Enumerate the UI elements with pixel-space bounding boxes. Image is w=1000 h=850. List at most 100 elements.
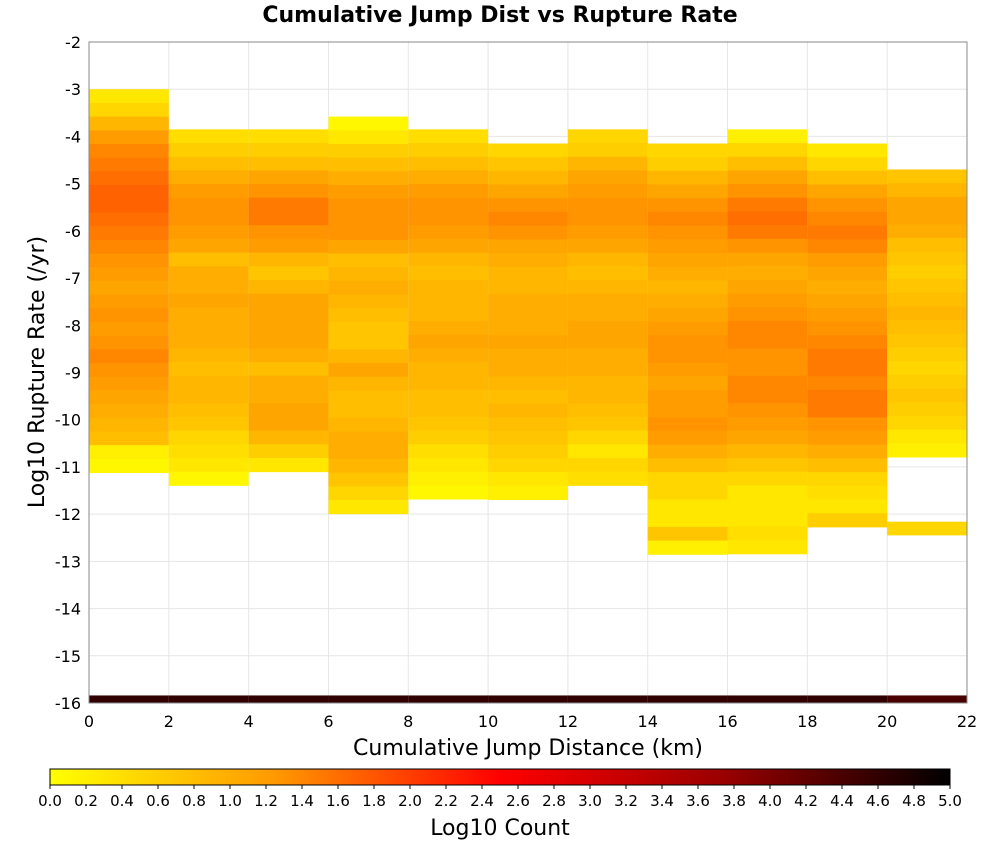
heatmap-cell <box>647 348 728 364</box>
heatmap-cell <box>488 403 568 418</box>
heatmap-cell <box>727 389 808 404</box>
heatmap-cell <box>89 102 169 118</box>
heatmap-cell <box>328 157 409 172</box>
colorbar-tick-label: 1.2 <box>254 792 278 810</box>
heatmap-cell <box>647 376 728 391</box>
colorbar-tick-label: 3.4 <box>650 792 674 810</box>
heatmap-cell <box>488 376 568 391</box>
heatmap-cells <box>89 89 967 703</box>
heatmap-cell <box>408 211 489 226</box>
x-tick-label: 16 <box>717 712 737 731</box>
heatmap-cell <box>89 294 169 309</box>
heatmap-cell <box>248 156 329 171</box>
heatmap-cell <box>647 280 728 295</box>
y-tick-label: -12 <box>55 505 81 524</box>
y-tick-label: -6 <box>65 222 81 241</box>
heatmap-cell <box>328 198 409 213</box>
heatmap-cell <box>168 293 249 308</box>
heatmap-cell <box>727 499 808 514</box>
heatmap-cell <box>328 253 409 268</box>
heatmap-cell <box>887 251 967 266</box>
heatmap-cell <box>168 307 249 322</box>
heatmap-cell <box>248 279 329 295</box>
heatmap-cell <box>887 292 967 307</box>
heatmap-cell <box>807 485 888 501</box>
heatmap-cell <box>168 279 249 295</box>
heatmap-cell <box>727 211 808 226</box>
y-tick-label: -2 <box>65 33 81 52</box>
heatmap-cell <box>248 457 329 473</box>
heatmap-cell <box>248 225 329 240</box>
heatmap-cell <box>567 211 648 226</box>
heatmap-cell <box>567 457 648 473</box>
heatmap-cell <box>647 253 728 268</box>
heatmap-cell-bottom <box>89 695 169 703</box>
heatmap-cell <box>567 170 648 185</box>
heatmap-cell <box>647 335 728 350</box>
heatmap-cell <box>887 183 967 198</box>
heatmap-cell <box>488 198 568 213</box>
heatmap-cell <box>168 403 249 418</box>
heatmap-cell <box>408 389 489 404</box>
heatmap-cell <box>248 129 329 144</box>
heatmap-cell <box>89 226 169 241</box>
heatmap-cell <box>647 540 728 555</box>
heatmap-cell <box>647 499 728 514</box>
heatmap-cell <box>168 238 249 254</box>
heatmap-cell <box>168 211 249 226</box>
heatmap-cell <box>887 361 967 376</box>
heatmap-cell <box>408 156 489 171</box>
heatmap-cell <box>248 307 329 322</box>
heatmap-cell <box>89 280 169 296</box>
heatmap-cell <box>89 349 169 364</box>
heatmap-cell <box>488 239 568 254</box>
heatmap-cell <box>89 458 169 474</box>
heatmap-cell <box>887 429 967 444</box>
heatmap-cell <box>488 458 568 473</box>
plot-frame <box>88 41 968 704</box>
heatmap-cell <box>328 185 409 200</box>
x-tick-label: 14 <box>638 712 658 731</box>
heatmap-cell <box>168 197 249 212</box>
heatmap-cell <box>488 294 568 309</box>
heatmap-cell <box>248 416 329 432</box>
colorbar-tick-label: 3.8 <box>722 792 746 810</box>
heatmap-cell <box>567 225 648 240</box>
heatmap-cell <box>248 430 329 445</box>
heatmap-cell <box>488 253 568 268</box>
heatmap-cell <box>647 307 728 323</box>
heatmap-cell <box>887 443 967 458</box>
colorbar-tick-label: 4.0 <box>758 792 782 810</box>
heatmap-cell <box>328 486 409 501</box>
heatmap-cell <box>807 307 888 323</box>
heatmap-cell <box>727 348 808 363</box>
heatmap-cell <box>248 403 329 418</box>
heatmap-cell <box>727 444 808 459</box>
x-tick-label: 0 <box>84 712 94 731</box>
heatmap-cell <box>89 239 169 255</box>
heatmap-cell <box>328 321 409 337</box>
heatmap-cell <box>567 403 648 418</box>
heatmap-cell <box>567 334 648 349</box>
heatmap-cell <box>408 307 489 322</box>
heatmap-cell <box>89 143 169 159</box>
heatmap-cell <box>807 184 888 199</box>
heatmap-cell <box>168 362 249 377</box>
colorbar-tick-label: 2.8 <box>542 792 566 810</box>
heatmap-cell <box>248 238 329 254</box>
heatmap-cell <box>727 143 808 158</box>
heatmap-cell <box>89 417 169 433</box>
heatmap-cell <box>89 445 169 460</box>
colorbar-tick-label: 1.4 <box>290 792 314 810</box>
heatmap-cell <box>89 308 169 323</box>
heatmap-cell <box>89 390 169 405</box>
colorbar-tick-label: 2.6 <box>506 792 530 810</box>
heatmap-cell <box>248 197 329 212</box>
heatmap-cell <box>488 362 568 377</box>
heatmap-cell <box>89 116 169 131</box>
heatmap-cell <box>647 184 728 199</box>
heatmap-cell <box>567 389 648 404</box>
heatmap-cell <box>567 321 648 336</box>
heatmap-cell <box>408 375 489 390</box>
